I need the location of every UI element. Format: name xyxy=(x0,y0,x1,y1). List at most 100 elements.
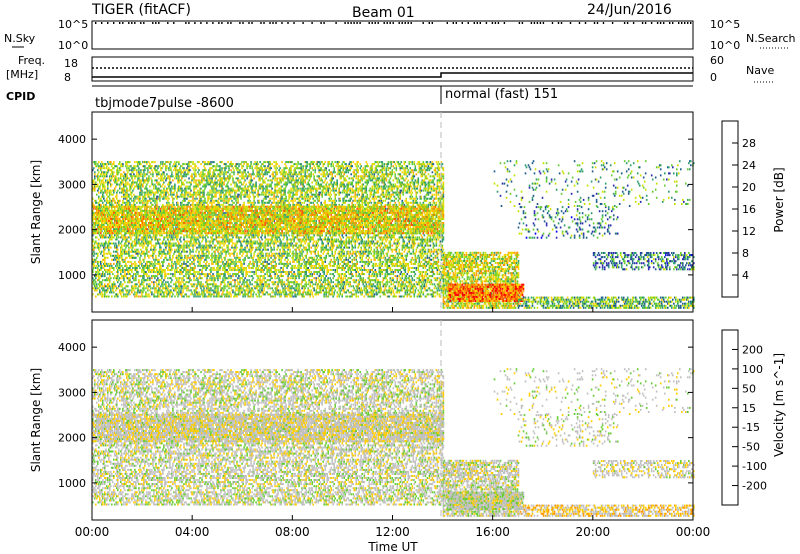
range-cell xyxy=(220,204,222,206)
range-cell xyxy=(113,163,115,165)
range-cell xyxy=(238,165,240,167)
range-cell xyxy=(136,269,138,271)
range-cell xyxy=(153,263,155,265)
range-cell xyxy=(96,285,98,287)
range-cell xyxy=(114,257,116,259)
range-cell xyxy=(195,194,197,196)
range-cell xyxy=(206,261,208,263)
range-cell xyxy=(216,269,218,271)
range-cell xyxy=(148,275,150,277)
range-cell xyxy=(101,261,103,263)
range-cell xyxy=(195,296,197,298)
range-cell xyxy=(236,169,238,171)
range-cell xyxy=(104,293,106,295)
range-cell xyxy=(99,179,101,181)
range-cell xyxy=(216,249,218,251)
range-cell xyxy=(107,200,109,202)
range-cell xyxy=(167,281,169,283)
range-cell xyxy=(149,261,151,263)
range-cell xyxy=(167,204,169,206)
range-cell xyxy=(145,287,147,289)
range-cell xyxy=(166,173,168,175)
range-cell xyxy=(155,263,157,265)
nsky-point xyxy=(185,22,186,24)
range-cell xyxy=(194,167,196,169)
range-cell xyxy=(180,169,182,171)
range-cell xyxy=(223,281,225,283)
range-cell xyxy=(120,277,122,279)
range-cell xyxy=(134,169,136,171)
range-cell xyxy=(238,190,240,192)
range-cell xyxy=(146,161,148,163)
range-cell xyxy=(209,171,211,173)
range-cell xyxy=(248,194,250,196)
range-cell xyxy=(190,190,192,192)
nsky-point xyxy=(531,22,532,24)
range-cell xyxy=(237,177,239,179)
range-cell xyxy=(223,293,225,295)
range-cell xyxy=(193,285,195,287)
range-cell xyxy=(178,163,180,165)
range-cell xyxy=(174,296,176,298)
range-cell xyxy=(161,275,163,277)
range-cell xyxy=(152,255,154,257)
range-cell xyxy=(231,192,233,194)
range-cell xyxy=(117,277,119,279)
range-cell xyxy=(245,218,247,220)
range-cell xyxy=(138,175,140,177)
range-cell xyxy=(104,275,106,277)
range-cell xyxy=(233,173,235,175)
range-cell xyxy=(173,169,175,171)
range-cell xyxy=(197,167,199,169)
range-cell xyxy=(224,275,226,277)
range-cell xyxy=(210,271,212,273)
range-cell xyxy=(149,190,151,192)
nsky-point xyxy=(95,22,96,24)
range-cell xyxy=(114,200,116,202)
range-cell xyxy=(174,273,176,275)
range-cell xyxy=(171,269,173,271)
range-cell xyxy=(133,188,135,190)
range-cell xyxy=(152,161,154,163)
range-cell xyxy=(199,269,201,271)
range-cell xyxy=(171,234,173,236)
range-cell xyxy=(139,263,141,265)
range-cell xyxy=(220,218,222,220)
range-cell xyxy=(106,167,108,169)
range-cell xyxy=(176,285,178,287)
range-cell xyxy=(234,247,236,249)
range-cell xyxy=(214,175,216,177)
range-cell xyxy=(171,279,173,281)
range-cell xyxy=(97,173,99,175)
range-cell xyxy=(217,296,219,298)
range-cell xyxy=(98,261,100,263)
range-cell xyxy=(93,281,95,283)
range-cell xyxy=(154,289,156,291)
range-cell xyxy=(175,283,177,285)
range-cell xyxy=(195,169,197,171)
range-cell xyxy=(195,173,197,175)
range-cell xyxy=(191,263,193,265)
range-cell xyxy=(113,251,115,253)
range-cell xyxy=(235,182,237,184)
range-cell xyxy=(247,243,249,245)
range-cell xyxy=(159,245,161,247)
range-cell xyxy=(201,271,203,273)
range-cell xyxy=(229,194,231,196)
range-cell xyxy=(161,190,163,192)
range-cell xyxy=(135,263,137,265)
range-cell xyxy=(154,261,156,263)
range-cell xyxy=(120,273,122,275)
range-cell xyxy=(147,169,149,171)
range-cell xyxy=(183,245,185,247)
range-cell xyxy=(121,255,123,257)
range-cell xyxy=(151,245,153,247)
range-cell xyxy=(112,289,114,291)
range-cell xyxy=(123,239,125,241)
range-cell xyxy=(137,287,139,289)
range-cell xyxy=(212,190,214,192)
nsky-point xyxy=(375,22,376,24)
range-cell xyxy=(161,289,163,291)
range-cell xyxy=(143,267,145,269)
